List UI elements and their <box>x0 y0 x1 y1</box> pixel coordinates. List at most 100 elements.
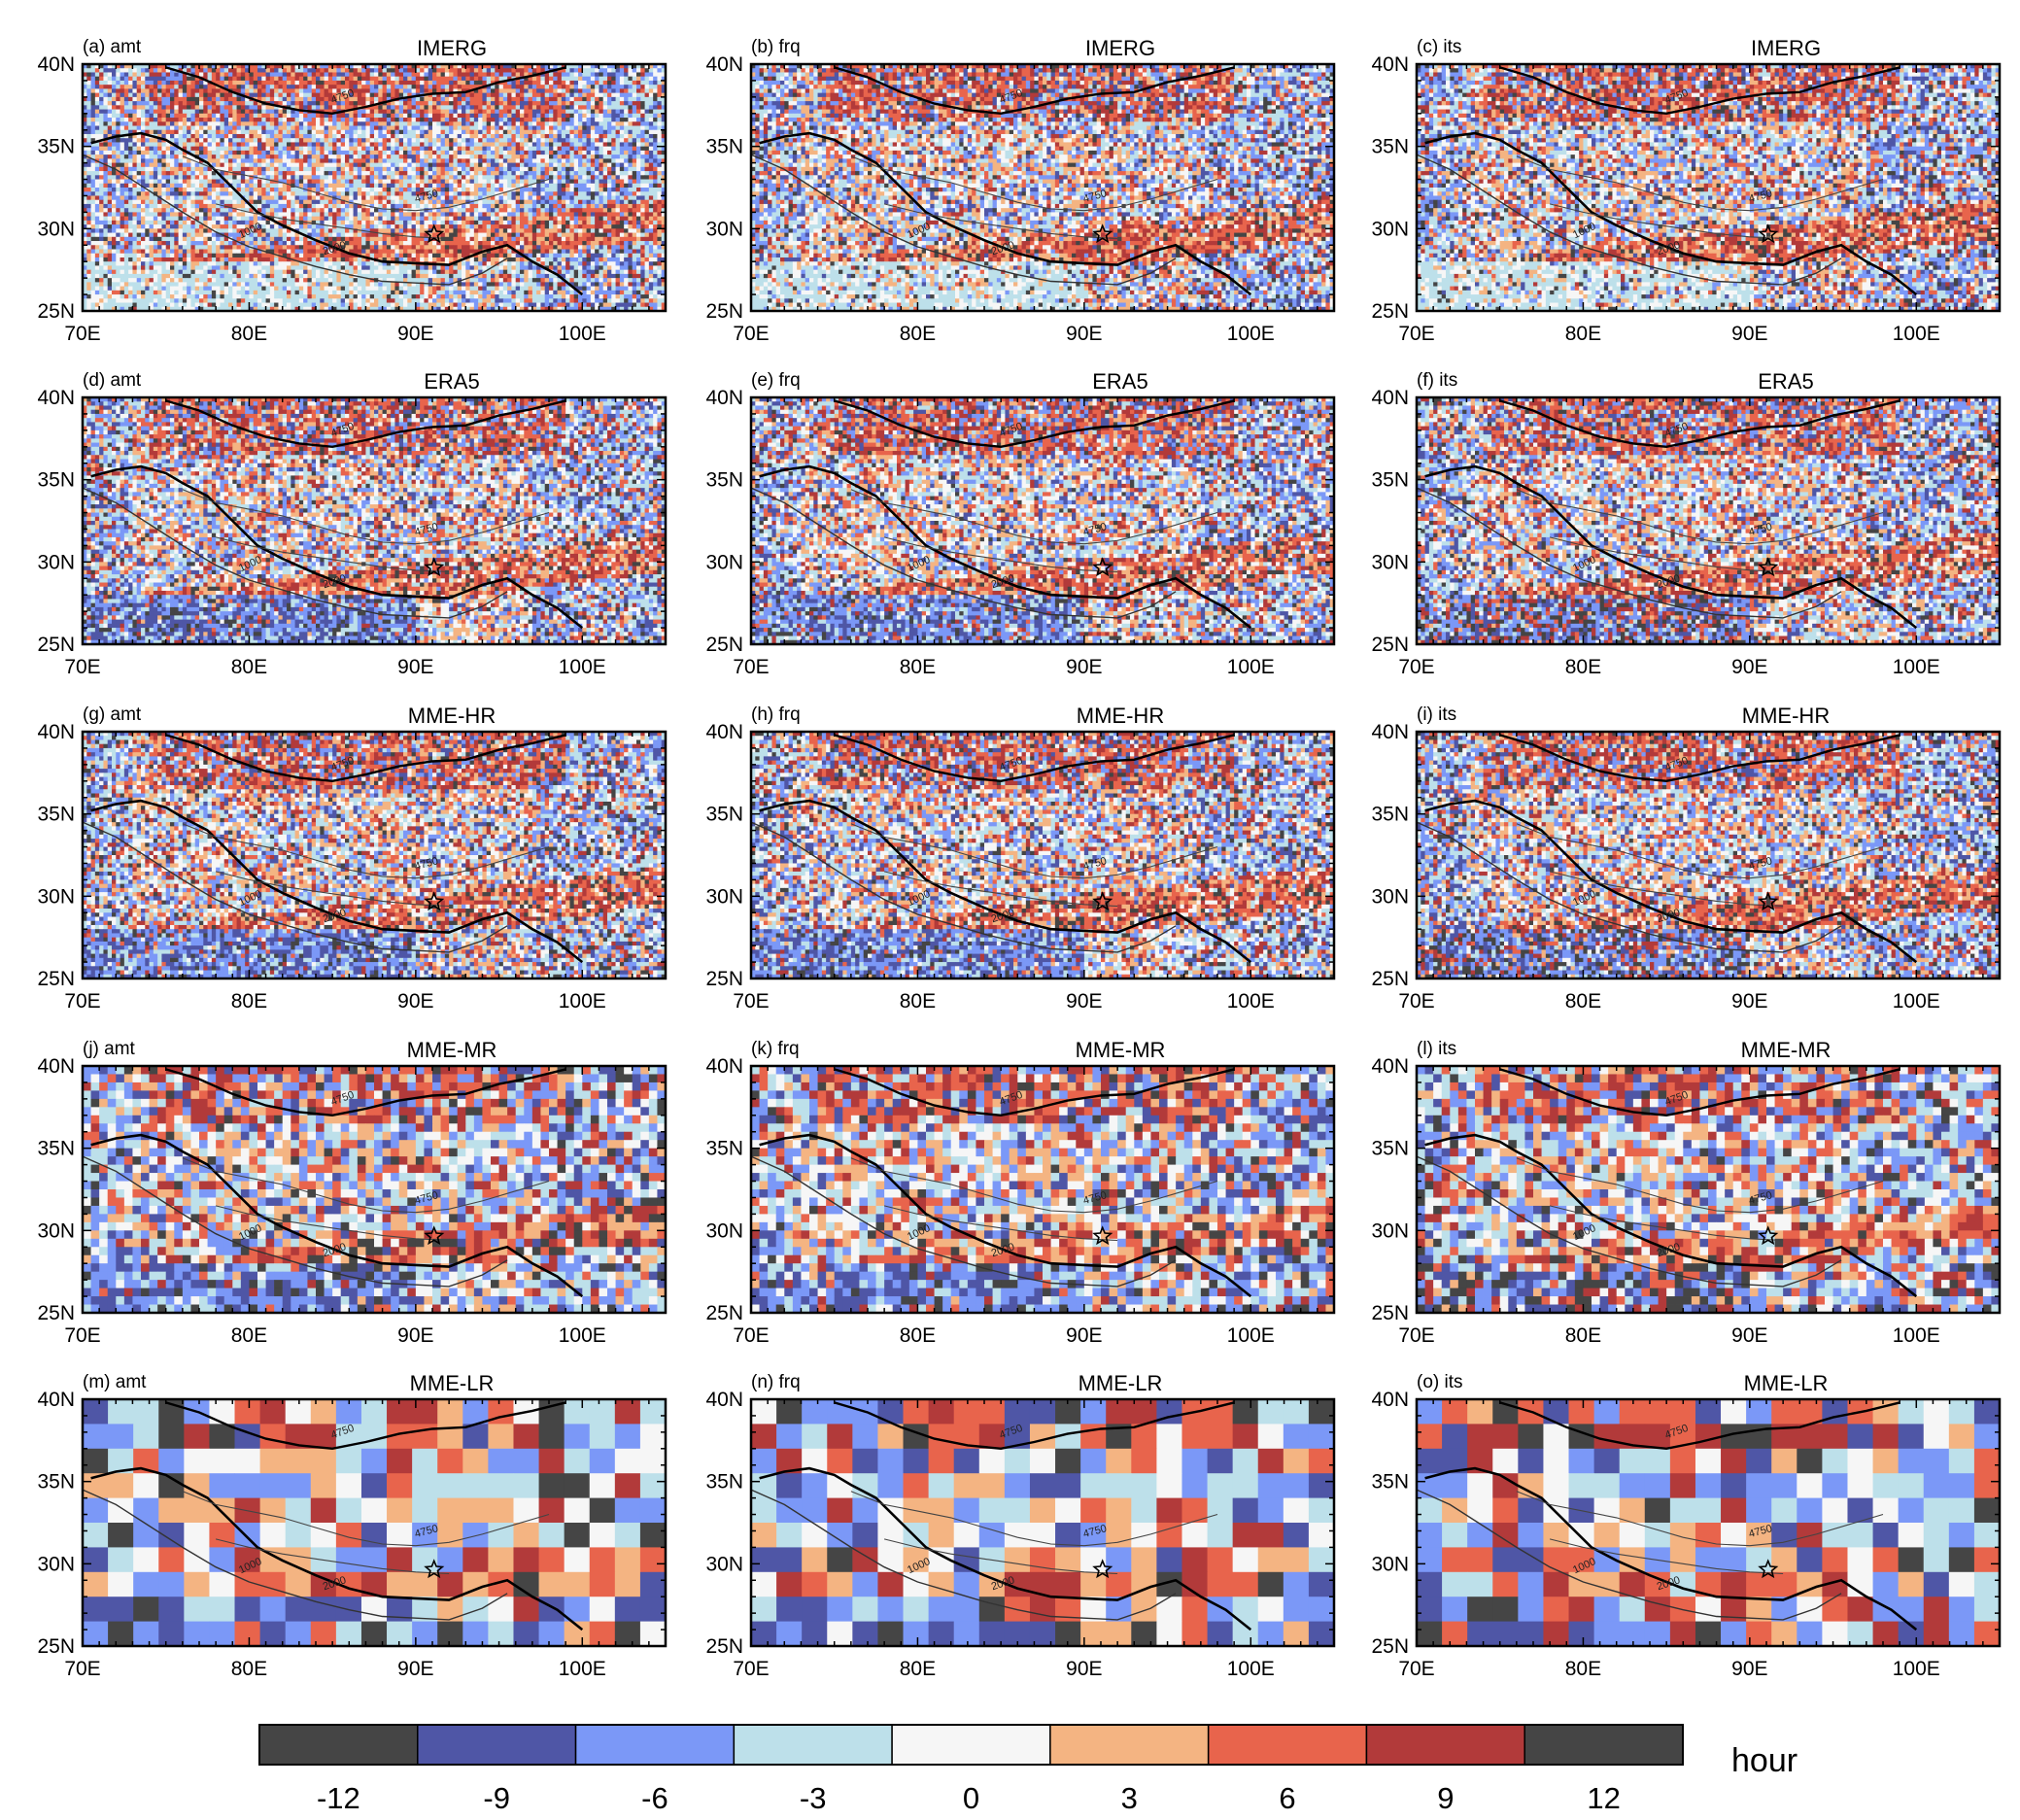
heatmap-cell <box>199 105 204 110</box>
figure: 100020004750475070E 80E 90E 100E25N30N35N40… <box>0 0 2020 1820</box>
heatmap-cell <box>394 167 399 172</box>
heatmap-cell <box>532 88 537 93</box>
heatmap-cell <box>91 200 96 205</box>
heatmap-cell <box>336 147 341 152</box>
heatmap-cell <box>595 175 599 180</box>
heatmap-cell <box>370 121 375 126</box>
heatmap-cell <box>636 126 641 131</box>
heatmap-cell <box>587 68 592 73</box>
heatmap-cell <box>474 72 479 77</box>
heatmap-cell <box>636 88 641 93</box>
heatmap-cell <box>320 158 325 163</box>
heatmap-cell <box>558 158 563 163</box>
heatmap-cell <box>653 138 658 143</box>
heatmap-cell <box>361 81 366 86</box>
heatmap-cell <box>403 155 408 159</box>
heatmap-cell <box>565 121 570 126</box>
heatmap-cell <box>420 88 425 93</box>
heatmap-cell <box>232 114 237 119</box>
heatmap-cell <box>86 101 91 106</box>
heatmap-cell <box>199 118 204 122</box>
heatmap-cell <box>312 184 317 189</box>
heatmap-cell <box>582 121 587 126</box>
heatmap-cell <box>432 155 437 159</box>
heatmap-cell <box>432 134 437 139</box>
heatmap-cell <box>295 97 300 102</box>
heatmap-cell <box>274 158 279 163</box>
heatmap-cell <box>436 81 441 86</box>
heatmap-cell <box>478 97 483 102</box>
heatmap-cell <box>478 126 483 131</box>
heatmap-cell <box>495 175 499 180</box>
heatmap-cell <box>332 191 337 196</box>
heatmap-cell <box>241 105 246 110</box>
heatmap-cell <box>628 147 633 152</box>
heatmap-cell <box>161 147 166 152</box>
heatmap-cell <box>220 81 224 86</box>
heatmap-cell <box>599 191 603 196</box>
heatmap-cell <box>653 163 658 168</box>
heatmap-cell <box>657 184 662 189</box>
heatmap-cell <box>524 163 529 168</box>
heatmap-cell <box>116 151 120 155</box>
heatmap-cell <box>203 147 208 152</box>
heatmap-cell <box>624 81 629 86</box>
heatmap-cell <box>616 88 621 93</box>
heatmap-cell <box>174 126 179 131</box>
heatmap-cell <box>574 85 579 89</box>
heatmap-cell <box>591 105 596 110</box>
heatmap-cell <box>132 77 137 82</box>
heatmap-cell <box>462 118 466 122</box>
heatmap-cell <box>424 204 428 209</box>
heatmap-cell <box>428 171 433 176</box>
heatmap-cell <box>607 191 612 196</box>
heatmap-cell <box>174 118 179 122</box>
heatmap-cell <box>103 72 108 77</box>
heatmap-cell <box>578 110 583 115</box>
heatmap-cell <box>183 126 188 131</box>
heatmap-cell <box>91 72 96 77</box>
heatmap-cell <box>403 130 408 135</box>
heatmap-cell <box>562 147 566 152</box>
heatmap-cell <box>154 85 158 89</box>
heatmap-cell <box>394 151 399 155</box>
heatmap-cell <box>416 138 421 143</box>
heatmap-cell <box>170 155 175 159</box>
heatmap-cell <box>416 155 421 159</box>
heatmap-cell <box>287 175 291 180</box>
heatmap-cell <box>141 97 146 102</box>
heatmap-cell <box>154 171 158 176</box>
heatmap-cell <box>174 121 179 126</box>
heatmap-cell <box>653 110 658 115</box>
heatmap-cell <box>278 151 283 155</box>
heatmap-cell <box>545 97 550 102</box>
heatmap-cell <box>595 101 599 106</box>
heatmap-cell <box>374 171 379 176</box>
heatmap-cell <box>303 134 308 139</box>
heatmap-cell <box>574 163 579 168</box>
heatmap-cell <box>345 163 350 168</box>
heatmap-cell <box>220 126 224 131</box>
heatmap-cell <box>545 147 550 152</box>
heatmap-cell <box>558 85 563 89</box>
heatmap-cell <box>465 85 470 89</box>
heatmap-cell <box>549 200 554 205</box>
heatmap-cell <box>432 85 437 89</box>
heatmap-cell <box>249 118 254 122</box>
heatmap-cell <box>578 72 583 77</box>
heatmap-cell <box>465 114 470 119</box>
heatmap-cell <box>391 155 395 159</box>
heatmap-cell <box>266 158 271 163</box>
heatmap-cell <box>241 188 246 192</box>
heatmap-cell <box>203 110 208 115</box>
heatmap-cell <box>491 158 496 163</box>
heatmap-cell <box>383 85 388 89</box>
heatmap-cell <box>503 184 508 189</box>
heatmap-cell <box>520 180 525 185</box>
heatmap-cell <box>303 138 308 143</box>
heatmap-cell <box>124 105 129 110</box>
heatmap-cell <box>99 188 104 192</box>
heatmap-cell <box>532 138 537 143</box>
heatmap-cell <box>283 195 288 200</box>
heatmap-cell <box>220 195 224 200</box>
